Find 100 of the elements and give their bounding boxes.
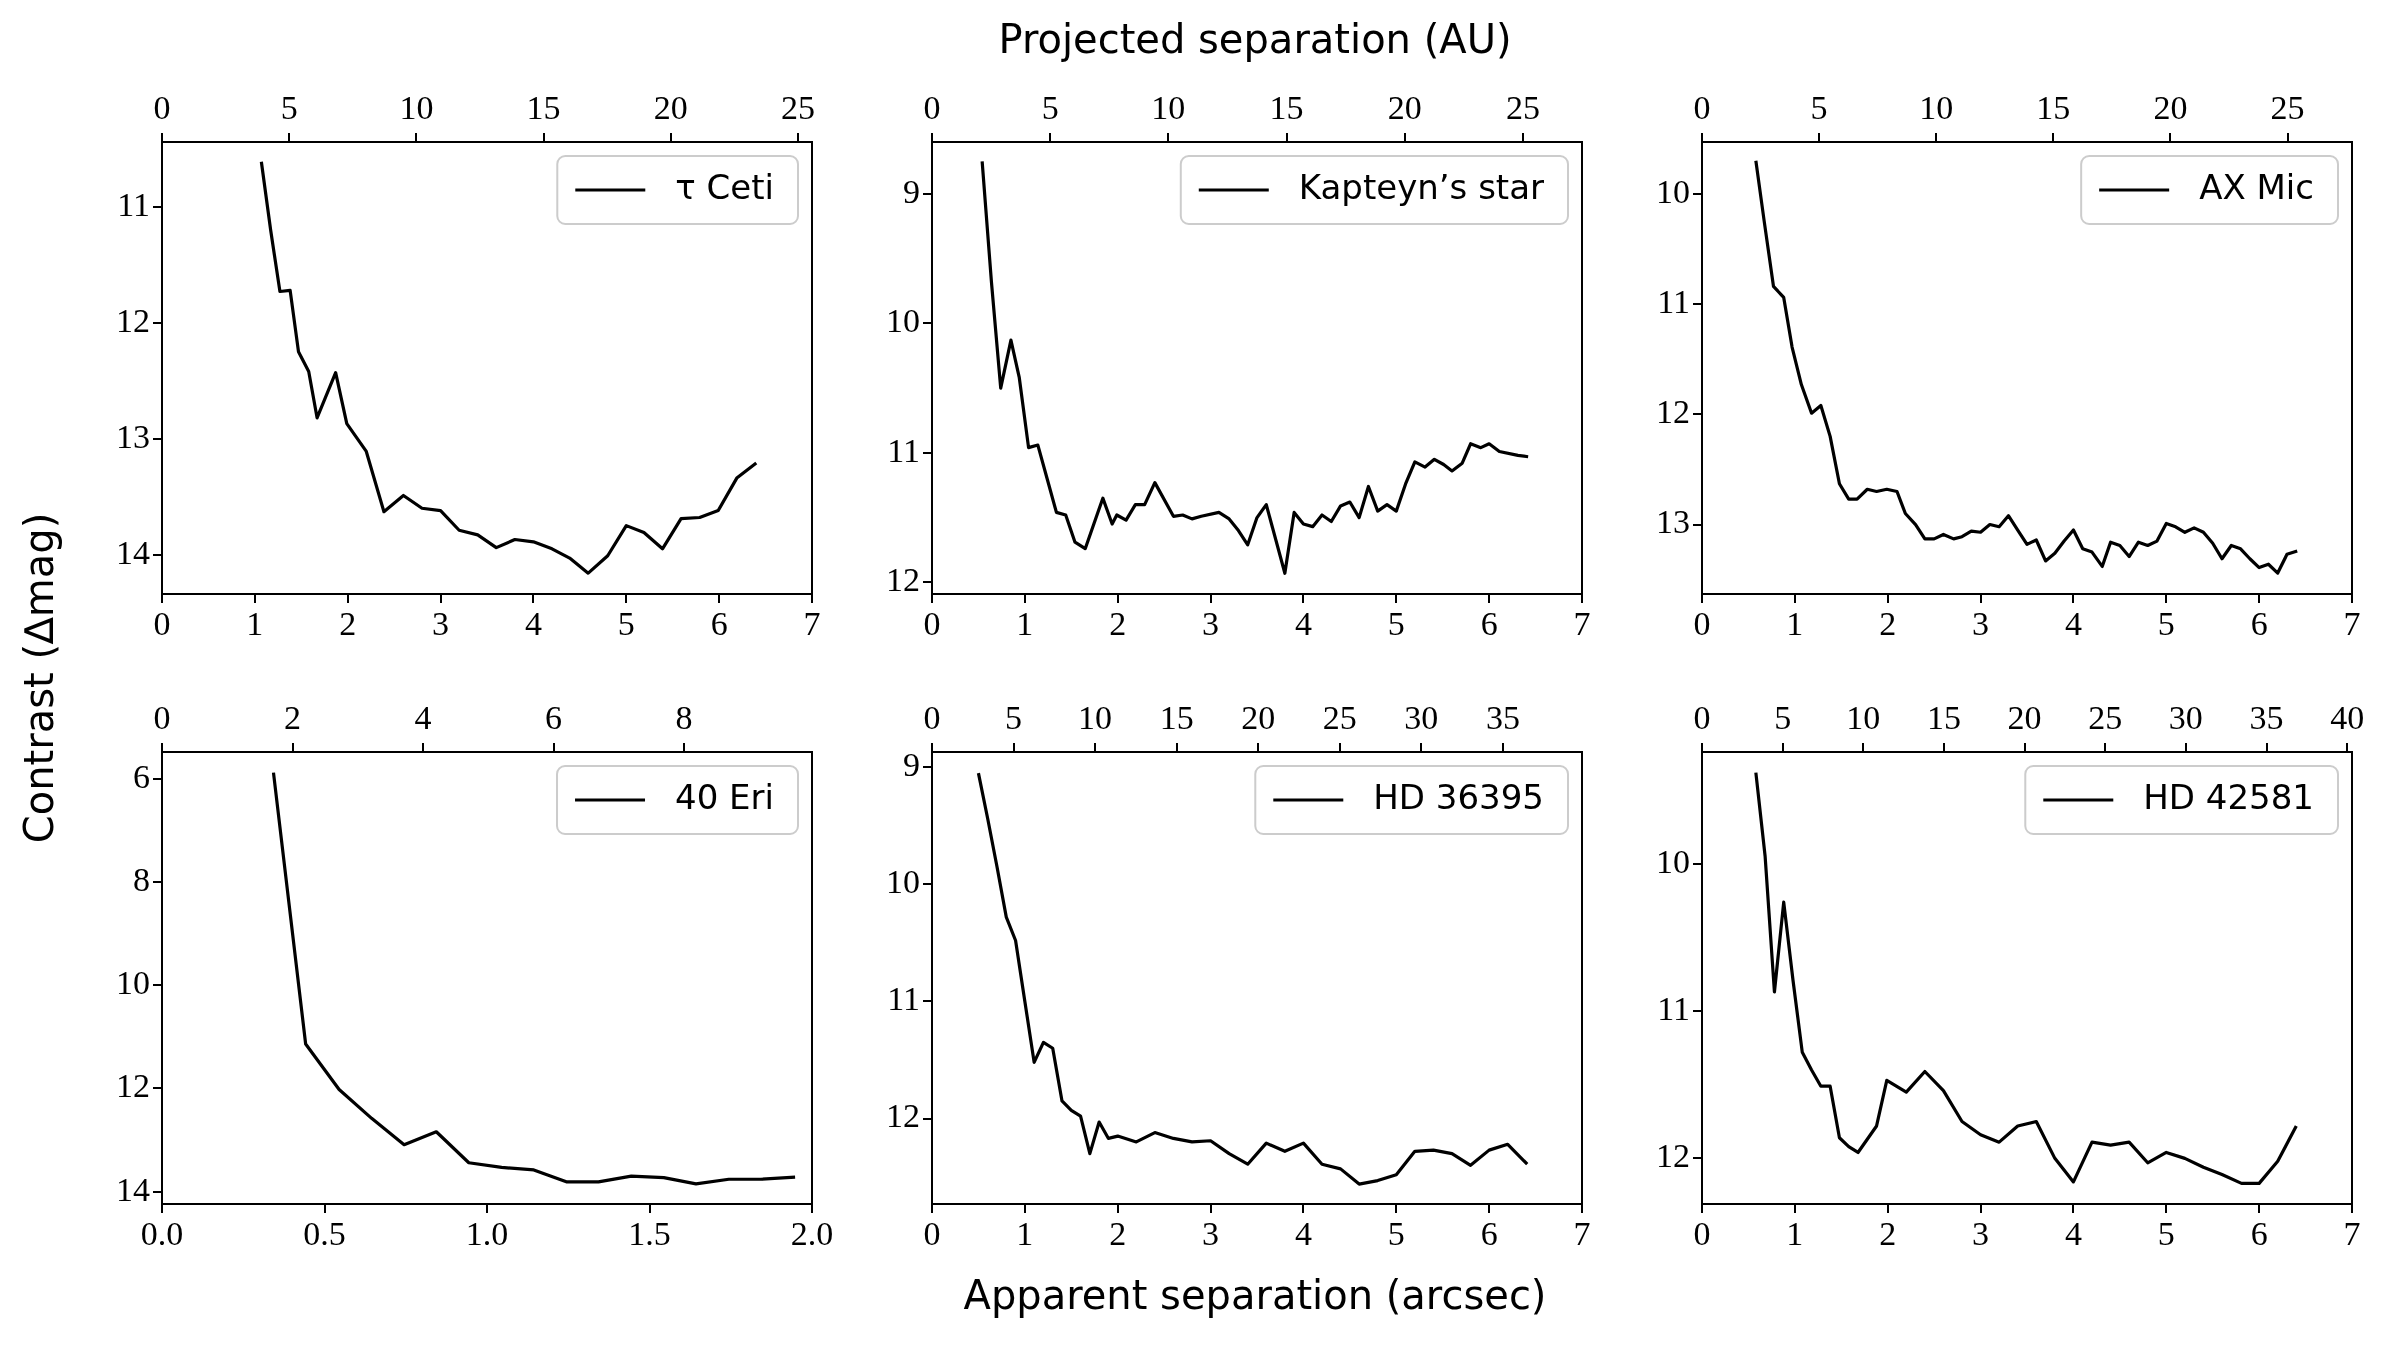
y-tick-label: 12 bbox=[1656, 1137, 1690, 1175]
x-tick-label: 1 bbox=[1016, 1215, 1034, 1253]
x2-tick-label: 6 bbox=[545, 698, 563, 736]
x2-tick-label: 10 bbox=[1846, 698, 1881, 736]
x-tick-label: 6 bbox=[710, 605, 728, 643]
x-tick-label: 4 bbox=[524, 605, 542, 643]
legend-label: AX Mic bbox=[2199, 166, 2315, 207]
x2-tick-label: 35 bbox=[2249, 698, 2284, 736]
y-tick-label: 11 bbox=[887, 980, 920, 1018]
y-tick-label: 11 bbox=[117, 185, 150, 223]
x2-tick-label: 20 bbox=[1241, 698, 1276, 736]
y-tick-label: 12 bbox=[886, 1097, 920, 1135]
x-tick-label: 5 bbox=[617, 605, 635, 643]
x-tick-label: 0 bbox=[153, 605, 171, 643]
x2-tick-label: 15 bbox=[1159, 698, 1194, 736]
x2-tick-label: 0 bbox=[153, 88, 171, 126]
x2-tick-label: 8 bbox=[675, 698, 693, 736]
x2-tick-label: 0 bbox=[1693, 698, 1711, 736]
x2-tick-label: 40 bbox=[2330, 698, 2365, 736]
x2-tick-label: 30 bbox=[1404, 698, 1439, 736]
x2-tick-label: 25 bbox=[1322, 698, 1357, 736]
x2-tick-label: 25 bbox=[781, 88, 816, 126]
x-tick-label: 6 bbox=[1480, 605, 1498, 643]
x2-axis-title: Projected separation (AU) bbox=[998, 16, 1512, 62]
x-tick-label: 1 bbox=[1786, 605, 1804, 643]
y-tick-label: 10 bbox=[886, 302, 920, 340]
x2-tick-label: 10 bbox=[1919, 88, 1954, 126]
x-tick-label: 0 bbox=[923, 1215, 941, 1253]
y-tick-label: 10 bbox=[886, 863, 920, 901]
x2-tick-label: 20 bbox=[1387, 88, 1422, 126]
x-tick-label: 2 bbox=[339, 605, 357, 643]
y-tick-label: 11 bbox=[887, 431, 920, 469]
x-tick-label: 6 bbox=[1480, 1215, 1498, 1253]
legend-label: HD 36395 bbox=[1373, 776, 1544, 817]
x-tick-label: 4 bbox=[2064, 1215, 2082, 1253]
x2-tick-label: 10 bbox=[399, 88, 434, 126]
x-tick-label: 1 bbox=[1016, 605, 1034, 643]
x2-tick-label: 20 bbox=[2007, 698, 2042, 736]
y-tick-label: 12 bbox=[1656, 393, 1690, 431]
y-tick-label: 9 bbox=[903, 746, 920, 784]
x2-tick-label: 5 bbox=[1005, 698, 1023, 736]
x-tick-label: 4 bbox=[1294, 605, 1312, 643]
y-tick-label: 11 bbox=[1657, 990, 1690, 1028]
x-tick-label: 3 bbox=[432, 605, 450, 643]
x-axis-title: Apparent separation (arcsec) bbox=[963, 1272, 1547, 1318]
y-tick-label: 12 bbox=[116, 301, 150, 339]
x-tick-label: 4 bbox=[1294, 1215, 1312, 1253]
y-tick-label: 11 bbox=[1657, 282, 1690, 320]
x-tick-label: 1.5 bbox=[628, 1215, 671, 1253]
x-tick-label: 2.0 bbox=[790, 1215, 834, 1253]
x2-tick-label: 5 bbox=[1774, 698, 1792, 736]
x-tick-label: 0 bbox=[1693, 1215, 1711, 1253]
y-tick-label: 12 bbox=[886, 561, 920, 599]
x-tick-label: 5 bbox=[1387, 1215, 1405, 1253]
x2-tick-label: 25 bbox=[1505, 88, 1540, 126]
y-tick-label: 13 bbox=[1656, 503, 1690, 541]
x2-tick-label: 5 bbox=[1810, 88, 1828, 126]
x-tick-label: 3 bbox=[1972, 605, 1990, 643]
y-tick-label: 9 bbox=[903, 172, 920, 210]
x-tick-label: 5 bbox=[1387, 605, 1405, 643]
y-tick-label: 10 bbox=[116, 964, 150, 1002]
x2-tick-label: 25 bbox=[2088, 698, 2123, 736]
x-tick-label: 0.5 bbox=[303, 1215, 346, 1253]
y-tick-label: 8 bbox=[133, 860, 150, 898]
x2-tick-label: 5 bbox=[280, 88, 298, 126]
x2-tick-label: 5 bbox=[1041, 88, 1059, 126]
x2-tick-label: 0 bbox=[923, 698, 941, 736]
y-tick-label: 10 bbox=[1656, 842, 1690, 880]
x-tick-label: 4 bbox=[2064, 605, 2082, 643]
x2-tick-label: 15 bbox=[2036, 88, 2071, 126]
x2-tick-label: 30 bbox=[2168, 698, 2203, 736]
x-tick-label: 5 bbox=[2157, 605, 2175, 643]
x2-tick-label: 0 bbox=[1693, 88, 1711, 126]
x2-tick-label: 20 bbox=[653, 88, 688, 126]
x-tick-label: 5 bbox=[2157, 1215, 2175, 1253]
x-tick-label: 3 bbox=[1972, 1215, 1990, 1253]
y-axis-title: Contrast (∆mag) bbox=[16, 512, 62, 844]
x-tick-label: 3 bbox=[1202, 605, 1220, 643]
x2-tick-label: 15 bbox=[1926, 698, 1961, 736]
y-tick-label: 13 bbox=[116, 417, 150, 455]
x-tick-label: 1 bbox=[246, 605, 264, 643]
x-tick-label: 7 bbox=[2343, 1215, 2361, 1253]
x-tick-label: 2 bbox=[1109, 1215, 1127, 1253]
x-tick-label: 7 bbox=[803, 605, 821, 643]
y-tick-label: 12 bbox=[116, 1067, 150, 1105]
x2-tick-label: 15 bbox=[1269, 88, 1304, 126]
x2-tick-label: 10 bbox=[1078, 698, 1113, 736]
x-tick-label: 2 bbox=[1109, 605, 1127, 643]
x-tick-label: 3 bbox=[1202, 1215, 1220, 1253]
y-tick-label: 6 bbox=[133, 757, 150, 795]
legend-label: Kapteyn’s star bbox=[1298, 166, 1545, 207]
x2-tick-label: 15 bbox=[526, 88, 561, 126]
x-tick-label: 6 bbox=[2250, 1215, 2268, 1253]
x-tick-label: 0.0 bbox=[140, 1215, 184, 1253]
x-tick-label: 1 bbox=[1786, 1215, 1804, 1253]
legend-label: HD 42581 bbox=[2143, 776, 2314, 817]
x-tick-label: 2 bbox=[1879, 1215, 1897, 1253]
x-tick-label: 0 bbox=[923, 605, 941, 643]
x2-tick-label: 0 bbox=[923, 88, 941, 126]
legend-label: τ Ceti bbox=[675, 166, 775, 207]
